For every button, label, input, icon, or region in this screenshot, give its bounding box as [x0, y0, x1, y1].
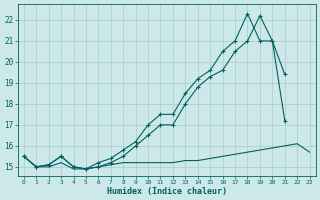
X-axis label: Humidex (Indice chaleur): Humidex (Indice chaleur)	[107, 187, 227, 196]
